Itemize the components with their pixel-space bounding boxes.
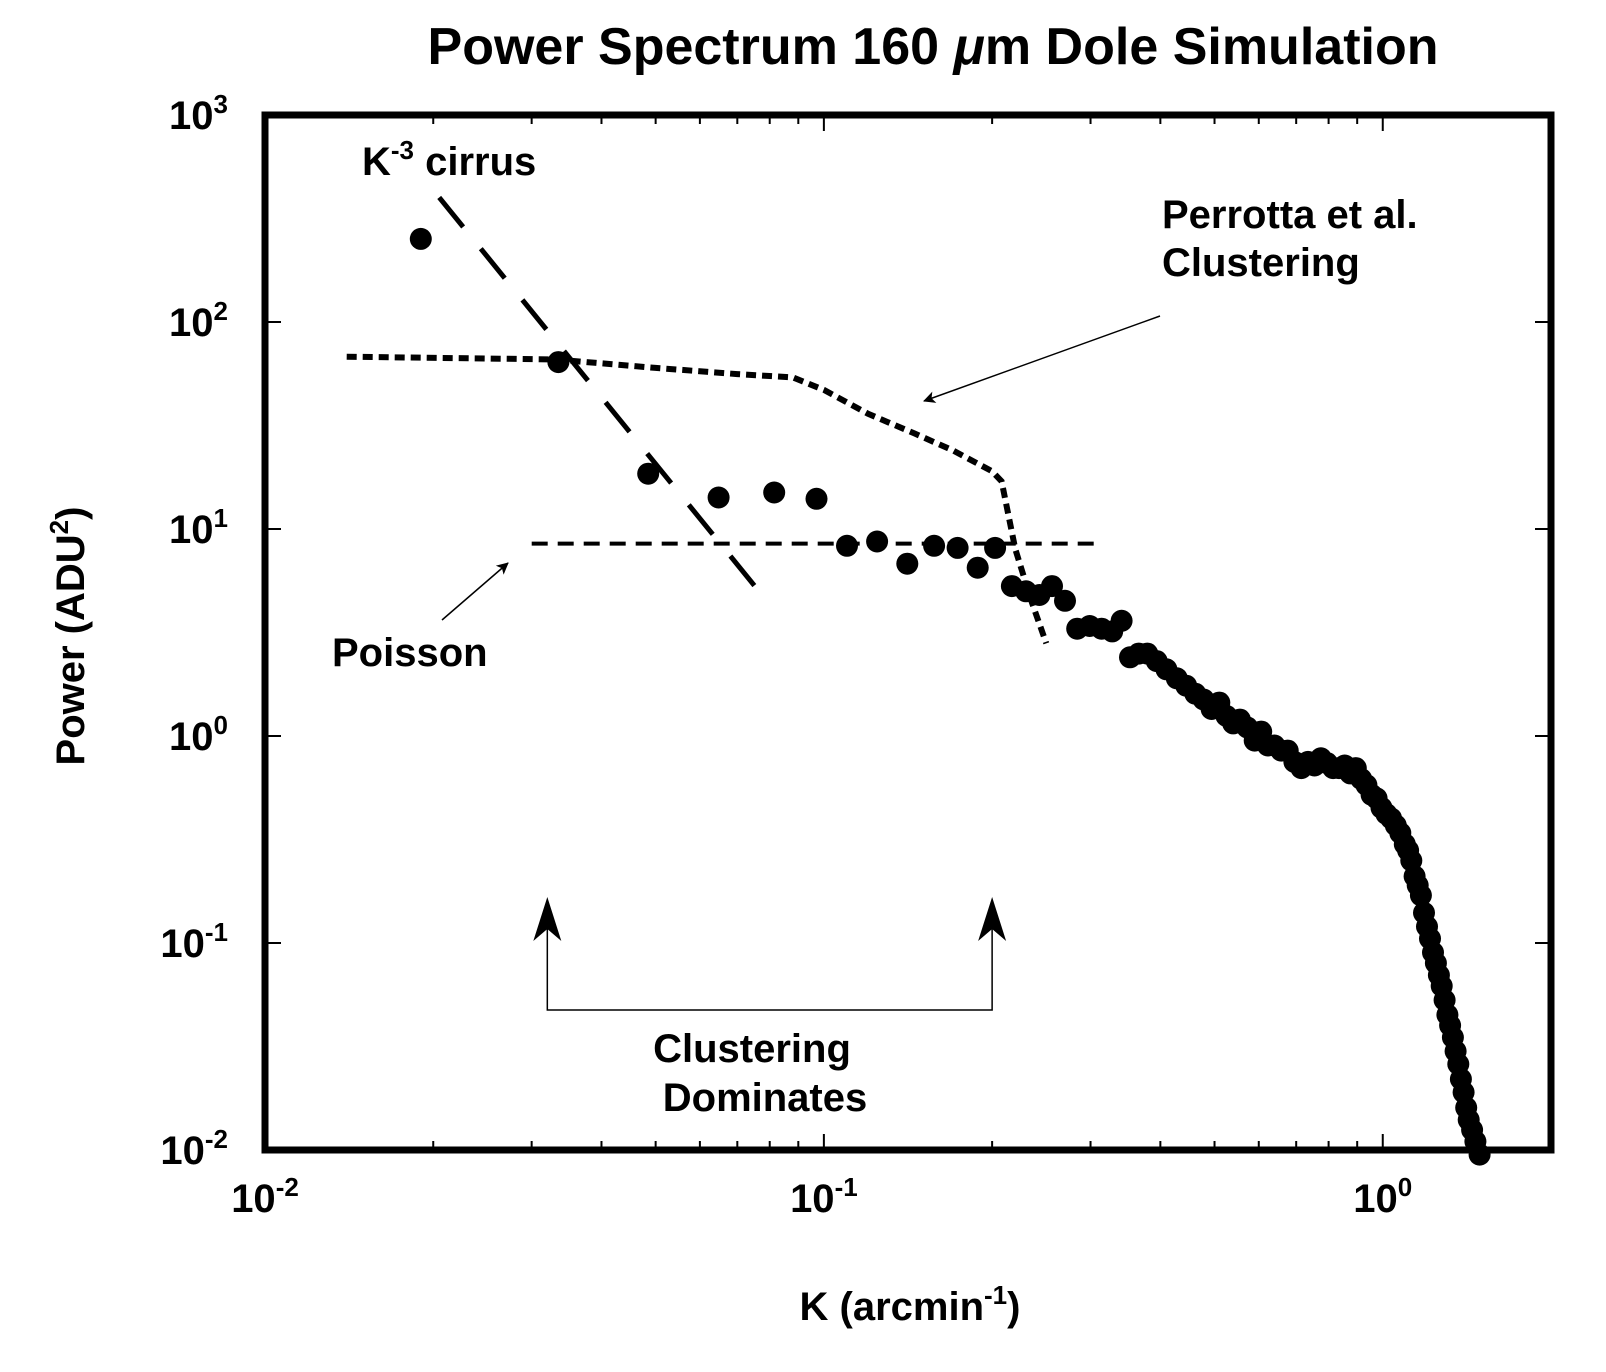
y-tick-label-base: 10 — [169, 301, 214, 345]
series-line-short-dash — [346, 353, 1050, 645]
y-axis-title-close: ) — [49, 507, 93, 520]
data-point — [1110, 609, 1133, 632]
data-point — [1041, 575, 1063, 598]
y-tick-label: 101 — [169, 503, 228, 552]
data-point — [836, 534, 858, 557]
annotation-clustering-line1: Clustering — [653, 1027, 851, 1071]
data-point — [866, 530, 889, 553]
annotation-perrotta-arrow — [923, 315, 1161, 403]
y-tick-label-exp: 2 — [214, 296, 228, 326]
x-tick-label: 100 — [1353, 1172, 1412, 1221]
annotation-cirrus-text: cirrus — [414, 140, 536, 184]
y-axis-title: Power (ADU2) — [44, 507, 93, 766]
data-point — [1409, 884, 1432, 907]
data-point — [896, 552, 919, 575]
y-tick-label: 10-1 — [160, 917, 228, 966]
data-point — [966, 556, 989, 579]
x-axis-title-close: ) — [1007, 1285, 1020, 1329]
annotation-cirrus: K-3 cirrus — [362, 135, 536, 184]
x-tick-label-base: 10 — [231, 1177, 276, 1221]
y-tick-label-exp: 3 — [214, 89, 228, 119]
annotation-cirrus-exp: -3 — [391, 135, 414, 165]
data-point — [547, 351, 570, 374]
y-axis-title-exp: 2 — [44, 520, 74, 534]
data-point — [763, 481, 786, 504]
series-line-long-dash — [437, 195, 769, 603]
annotation-clustering-line2: Dominates — [663, 1076, 868, 1120]
y-tick-label-exp: -1 — [205, 917, 228, 947]
y-tick-label-base: 10 — [169, 508, 214, 552]
data-point — [707, 486, 730, 509]
data-point — [805, 487, 828, 510]
chart-title-pre: Power Spectrum 160 — [428, 18, 954, 76]
x-tick-label: 10-1 — [790, 1172, 858, 1221]
x-tick-label-exp: -1 — [835, 1172, 858, 1202]
y-tick-label: 100 — [169, 710, 228, 759]
plot-frame — [261, 111, 1555, 1154]
chart-title: Power Spectrum 160 μm Dole Simulation — [428, 18, 1439, 76]
annotation-cirrus-base: K — [362, 140, 391, 184]
y-tick-label: 103 — [169, 89, 228, 138]
y-tick-label: 102 — [169, 296, 228, 345]
annotation-perrotta-line1: Perrotta et al. — [1162, 193, 1418, 237]
y-tick-label-exp: -2 — [205, 1124, 228, 1154]
annotation-poisson: Poisson — [332, 631, 488, 675]
y-axis-title-base: Power (ADU — [49, 534, 93, 765]
annotation-poisson-arrow — [441, 562, 509, 621]
data-point — [946, 536, 969, 559]
y-tick-label-base: 10 — [160, 922, 205, 966]
x-tick-label-exp: 0 — [1398, 1172, 1412, 1202]
y-tick-label: 10-2 — [160, 1124, 228, 1173]
y-tick-label-base: 10 — [169, 94, 214, 138]
y-tick-label-exp: 0 — [214, 710, 228, 740]
chart-title-post: m Dole Simulation — [985, 18, 1439, 76]
data-point — [637, 462, 660, 485]
y-tick-label-base: 10 — [160, 1129, 205, 1173]
chart-title-mu: μ — [952, 18, 985, 76]
model-lines — [346, 195, 1099, 645]
clustering-range-right-arrow — [978, 897, 1007, 941]
x-axis-title: K (arcmin-1) — [800, 1280, 1021, 1329]
annotation-perrotta-line2: Clustering — [1162, 241, 1360, 285]
y-tick-label-base: 10 — [169, 715, 214, 759]
y-tick-label-exp: 1 — [214, 503, 228, 533]
x-tick-label-base: 10 — [790, 1177, 835, 1221]
x-axis-title-base: K (arcmin — [800, 1285, 985, 1329]
x-axis-title-exp: -1 — [984, 1280, 1007, 1310]
data-point — [984, 536, 1007, 559]
data-points — [409, 227, 1491, 1166]
data-point — [409, 227, 432, 250]
data-point — [1054, 589, 1076, 612]
x-tick-label: 10-2 — [231, 1172, 299, 1221]
clustering-range-bracket — [546, 915, 993, 1011]
clustering-range-left-arrow — [533, 897, 562, 941]
data-point — [923, 534, 946, 557]
x-tick-label-base: 10 — [1353, 1177, 1398, 1221]
x-tick-label-exp: -2 — [276, 1172, 299, 1202]
